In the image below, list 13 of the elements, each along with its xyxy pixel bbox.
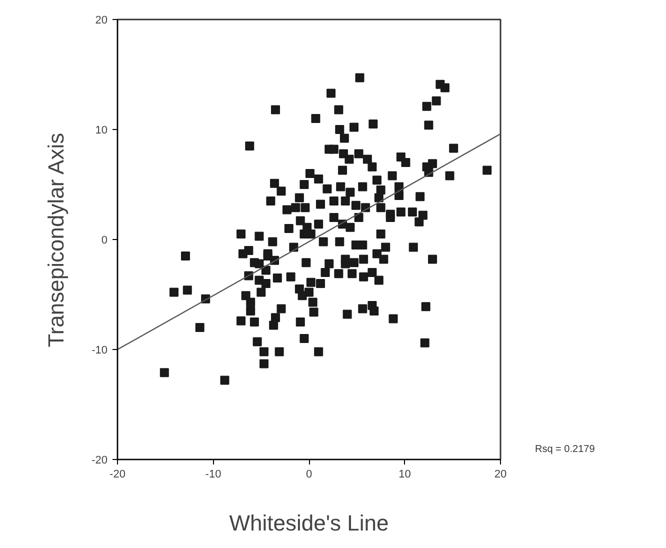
x-tick-label: -20: [110, 468, 126, 480]
x-tick-label: 0: [306, 468, 312, 480]
x-tick-label: 20: [494, 468, 507, 480]
y-tick-label: 0: [101, 234, 108, 246]
x-tick-label: -10: [205, 468, 222, 480]
text: Rsq = 0.2179: [535, 443, 595, 457]
y-tick-label: -20: [92, 454, 108, 466]
x-axis-title: Whiteside's Line: [229, 510, 389, 536]
y-axis-title: Transepicondylar Axis: [44, 132, 69, 348]
y-tick-label: -10: [92, 344, 108, 356]
y-tick-label: 20: [95, 14, 108, 26]
y-tick-label: 10: [95, 124, 108, 136]
x-tick-label: 10: [398, 468, 411, 480]
